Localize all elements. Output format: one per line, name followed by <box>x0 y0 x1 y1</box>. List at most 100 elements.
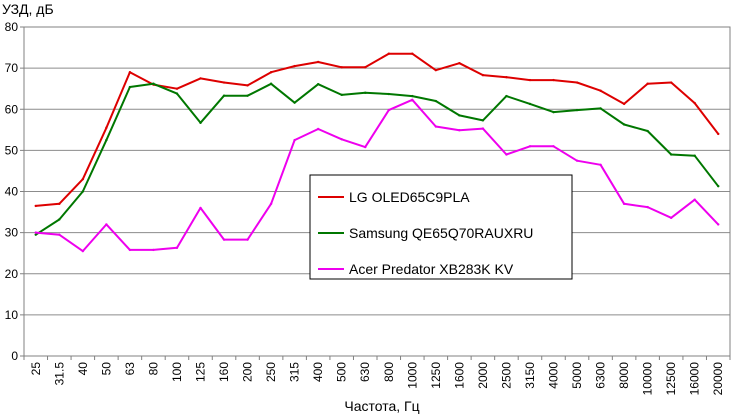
data-point <box>481 127 485 130</box>
data-point <box>34 233 37 236</box>
data-point <box>693 154 696 157</box>
y-tick-label-40: 40 <box>5 185 19 199</box>
data-point <box>222 94 226 97</box>
x-axis-title: Частота, Гц <box>344 398 419 414</box>
x-tick-label-8000: 8000 <box>617 362 631 389</box>
data-point <box>528 102 532 106</box>
data-point <box>199 206 202 210</box>
data-point <box>622 102 626 106</box>
data-point <box>434 99 438 103</box>
legend-box <box>309 174 573 280</box>
series-line-1 <box>34 52 720 207</box>
data-point <box>411 98 414 101</box>
data-point <box>105 223 108 226</box>
x-tick-label-40: 40 <box>76 362 90 376</box>
data-point <box>646 129 649 133</box>
data-point <box>481 119 485 122</box>
x-tick-label-3150: 3150 <box>523 362 537 389</box>
data-point <box>293 101 296 104</box>
data-point <box>222 238 226 241</box>
x-tick-label-100: 100 <box>170 362 184 382</box>
data-point <box>552 145 555 148</box>
data-point <box>175 87 179 90</box>
data-point <box>434 125 438 128</box>
data-point <box>575 81 579 84</box>
data-point <box>105 138 108 142</box>
data-point <box>269 82 273 85</box>
data-point <box>58 202 61 206</box>
data-point <box>528 145 532 148</box>
data-point <box>175 246 179 250</box>
data-point <box>340 93 343 97</box>
data-point <box>222 81 226 84</box>
data-point <box>34 231 37 234</box>
data-point <box>128 71 132 74</box>
data-point <box>364 91 367 95</box>
data-point <box>411 52 414 55</box>
data-point <box>128 248 132 252</box>
data-point <box>505 75 508 79</box>
data-point <box>152 248 155 252</box>
data-point <box>269 71 273 74</box>
x-tick-label-6300: 6300 <box>594 362 608 389</box>
data-point <box>246 238 249 241</box>
data-point <box>458 114 461 117</box>
x-tick-label-500: 500 <box>335 362 349 382</box>
data-point <box>717 132 720 136</box>
data-point <box>505 153 508 156</box>
y-tick-label-30: 30 <box>5 226 19 240</box>
data-point <box>717 184 720 188</box>
data-point <box>81 249 85 253</box>
data-point <box>364 66 367 69</box>
data-point <box>669 81 673 84</box>
data-point <box>599 89 602 92</box>
data-point <box>199 77 202 80</box>
data-point <box>669 153 673 156</box>
x-tick-label-250: 250 <box>264 362 278 382</box>
x-tick-label-2500: 2500 <box>499 362 513 389</box>
x-tick-label-4000: 4000 <box>547 362 561 389</box>
data-point <box>199 121 202 125</box>
data-point <box>481 73 485 77</box>
legend: LG OLED65C9PLA Samsung QE65Q70RAUXRU Acer … <box>309 174 573 280</box>
data-point <box>505 94 508 98</box>
x-tick-label-160: 160 <box>217 362 231 382</box>
x-tick-label-10000: 10000 <box>641 362 655 396</box>
data-point <box>246 94 249 97</box>
x-tick-label-5000: 5000 <box>570 362 584 389</box>
data-point <box>340 138 343 141</box>
x-tick-label-1600: 1600 <box>452 362 466 389</box>
data-point <box>269 202 273 206</box>
x-tick-label-16000: 16000 <box>688 362 702 396</box>
x-tick-label-2000: 2000 <box>476 362 490 389</box>
x-tick-label-20000: 20000 <box>711 362 725 396</box>
series-points-1 <box>34 52 720 208</box>
series-line-2 <box>34 82 720 236</box>
y-axis-title: УЗД, дБ <box>2 1 54 17</box>
y-tick-label-10: 10 <box>5 308 19 322</box>
legend-label-2: Samsung QE65Q70RAUXRU <box>349 225 533 241</box>
data-point <box>152 82 155 85</box>
series-points-3 <box>34 98 720 253</box>
data-point <box>81 190 85 193</box>
data-point <box>128 85 132 89</box>
series-group <box>34 52 720 253</box>
data-point <box>58 218 61 221</box>
data-point <box>316 60 320 64</box>
data-point <box>552 78 555 82</box>
data-point <box>175 92 179 95</box>
y-tick-label-70: 70 <box>5 61 19 75</box>
data-point <box>575 159 579 162</box>
series-line-3 <box>34 98 720 253</box>
data-point <box>693 101 696 105</box>
x-tick-label-12500: 12500 <box>664 362 678 396</box>
data-point <box>293 138 296 142</box>
data-point <box>316 82 320 86</box>
x-tick-label-200: 200 <box>241 362 255 382</box>
legend-label-3: Acer Predator XB283K KV <box>349 261 514 277</box>
data-point <box>646 82 649 85</box>
data-point <box>434 68 438 72</box>
x-axis-ticks: 25 31.5 40 50 63 80 100 125 160 200 250 315 400 500 63… <box>23 356 731 396</box>
x-tick-label-1000: 1000 <box>405 362 419 389</box>
y-tick-label-60: 60 <box>5 102 19 116</box>
